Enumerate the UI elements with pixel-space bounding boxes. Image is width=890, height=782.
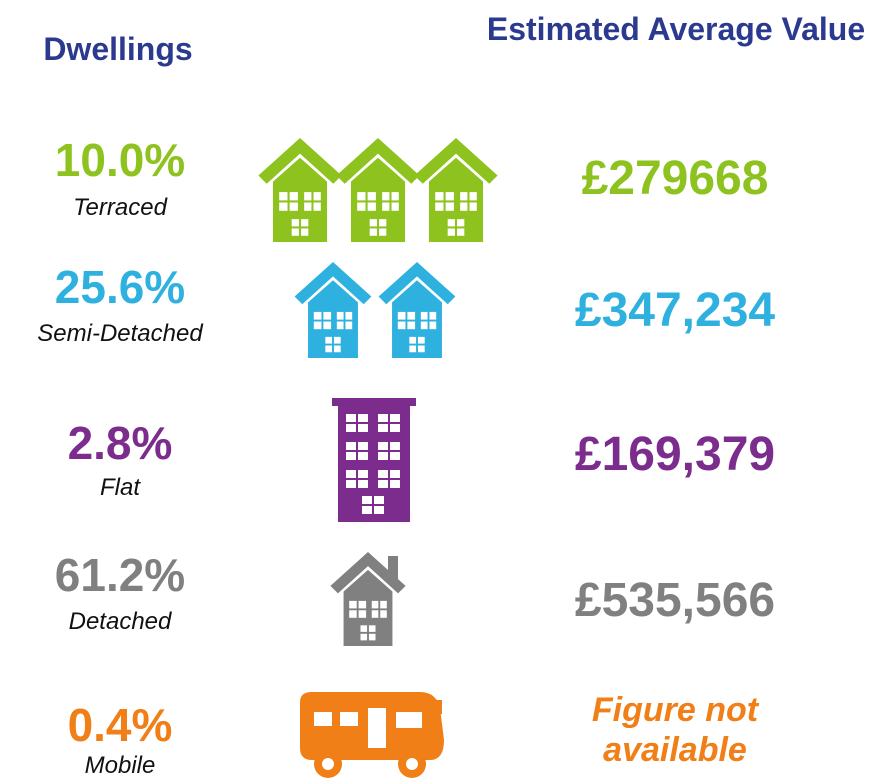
type-label: Semi-Detached [37,320,203,347]
percent: 25.6% [54,261,186,313]
percent: 0.4% [67,699,173,751]
percent: 10.0% [54,134,186,186]
flat-icon [332,398,416,522]
value: £169,379 [574,428,776,481]
detached-icon [330,552,406,646]
value: £347,234 [574,284,776,337]
type-label: Terraced [73,194,167,221]
type-label: Detached [68,608,172,635]
type-label: Mobile [84,752,156,779]
type-label: Flat [99,474,140,501]
header-right: Estimated Average Value [486,11,866,47]
mobile-icon [300,692,444,778]
value: £535,566 [574,574,776,627]
semi-detached-icon [294,262,456,358]
percent: 2.8% [67,417,173,469]
header-left: Dwellings [43,31,193,67]
percent: 61.2% [54,549,186,601]
terraced-icon [258,138,498,242]
value-note: Figure not available [591,691,759,769]
value: £279668 [581,152,769,205]
